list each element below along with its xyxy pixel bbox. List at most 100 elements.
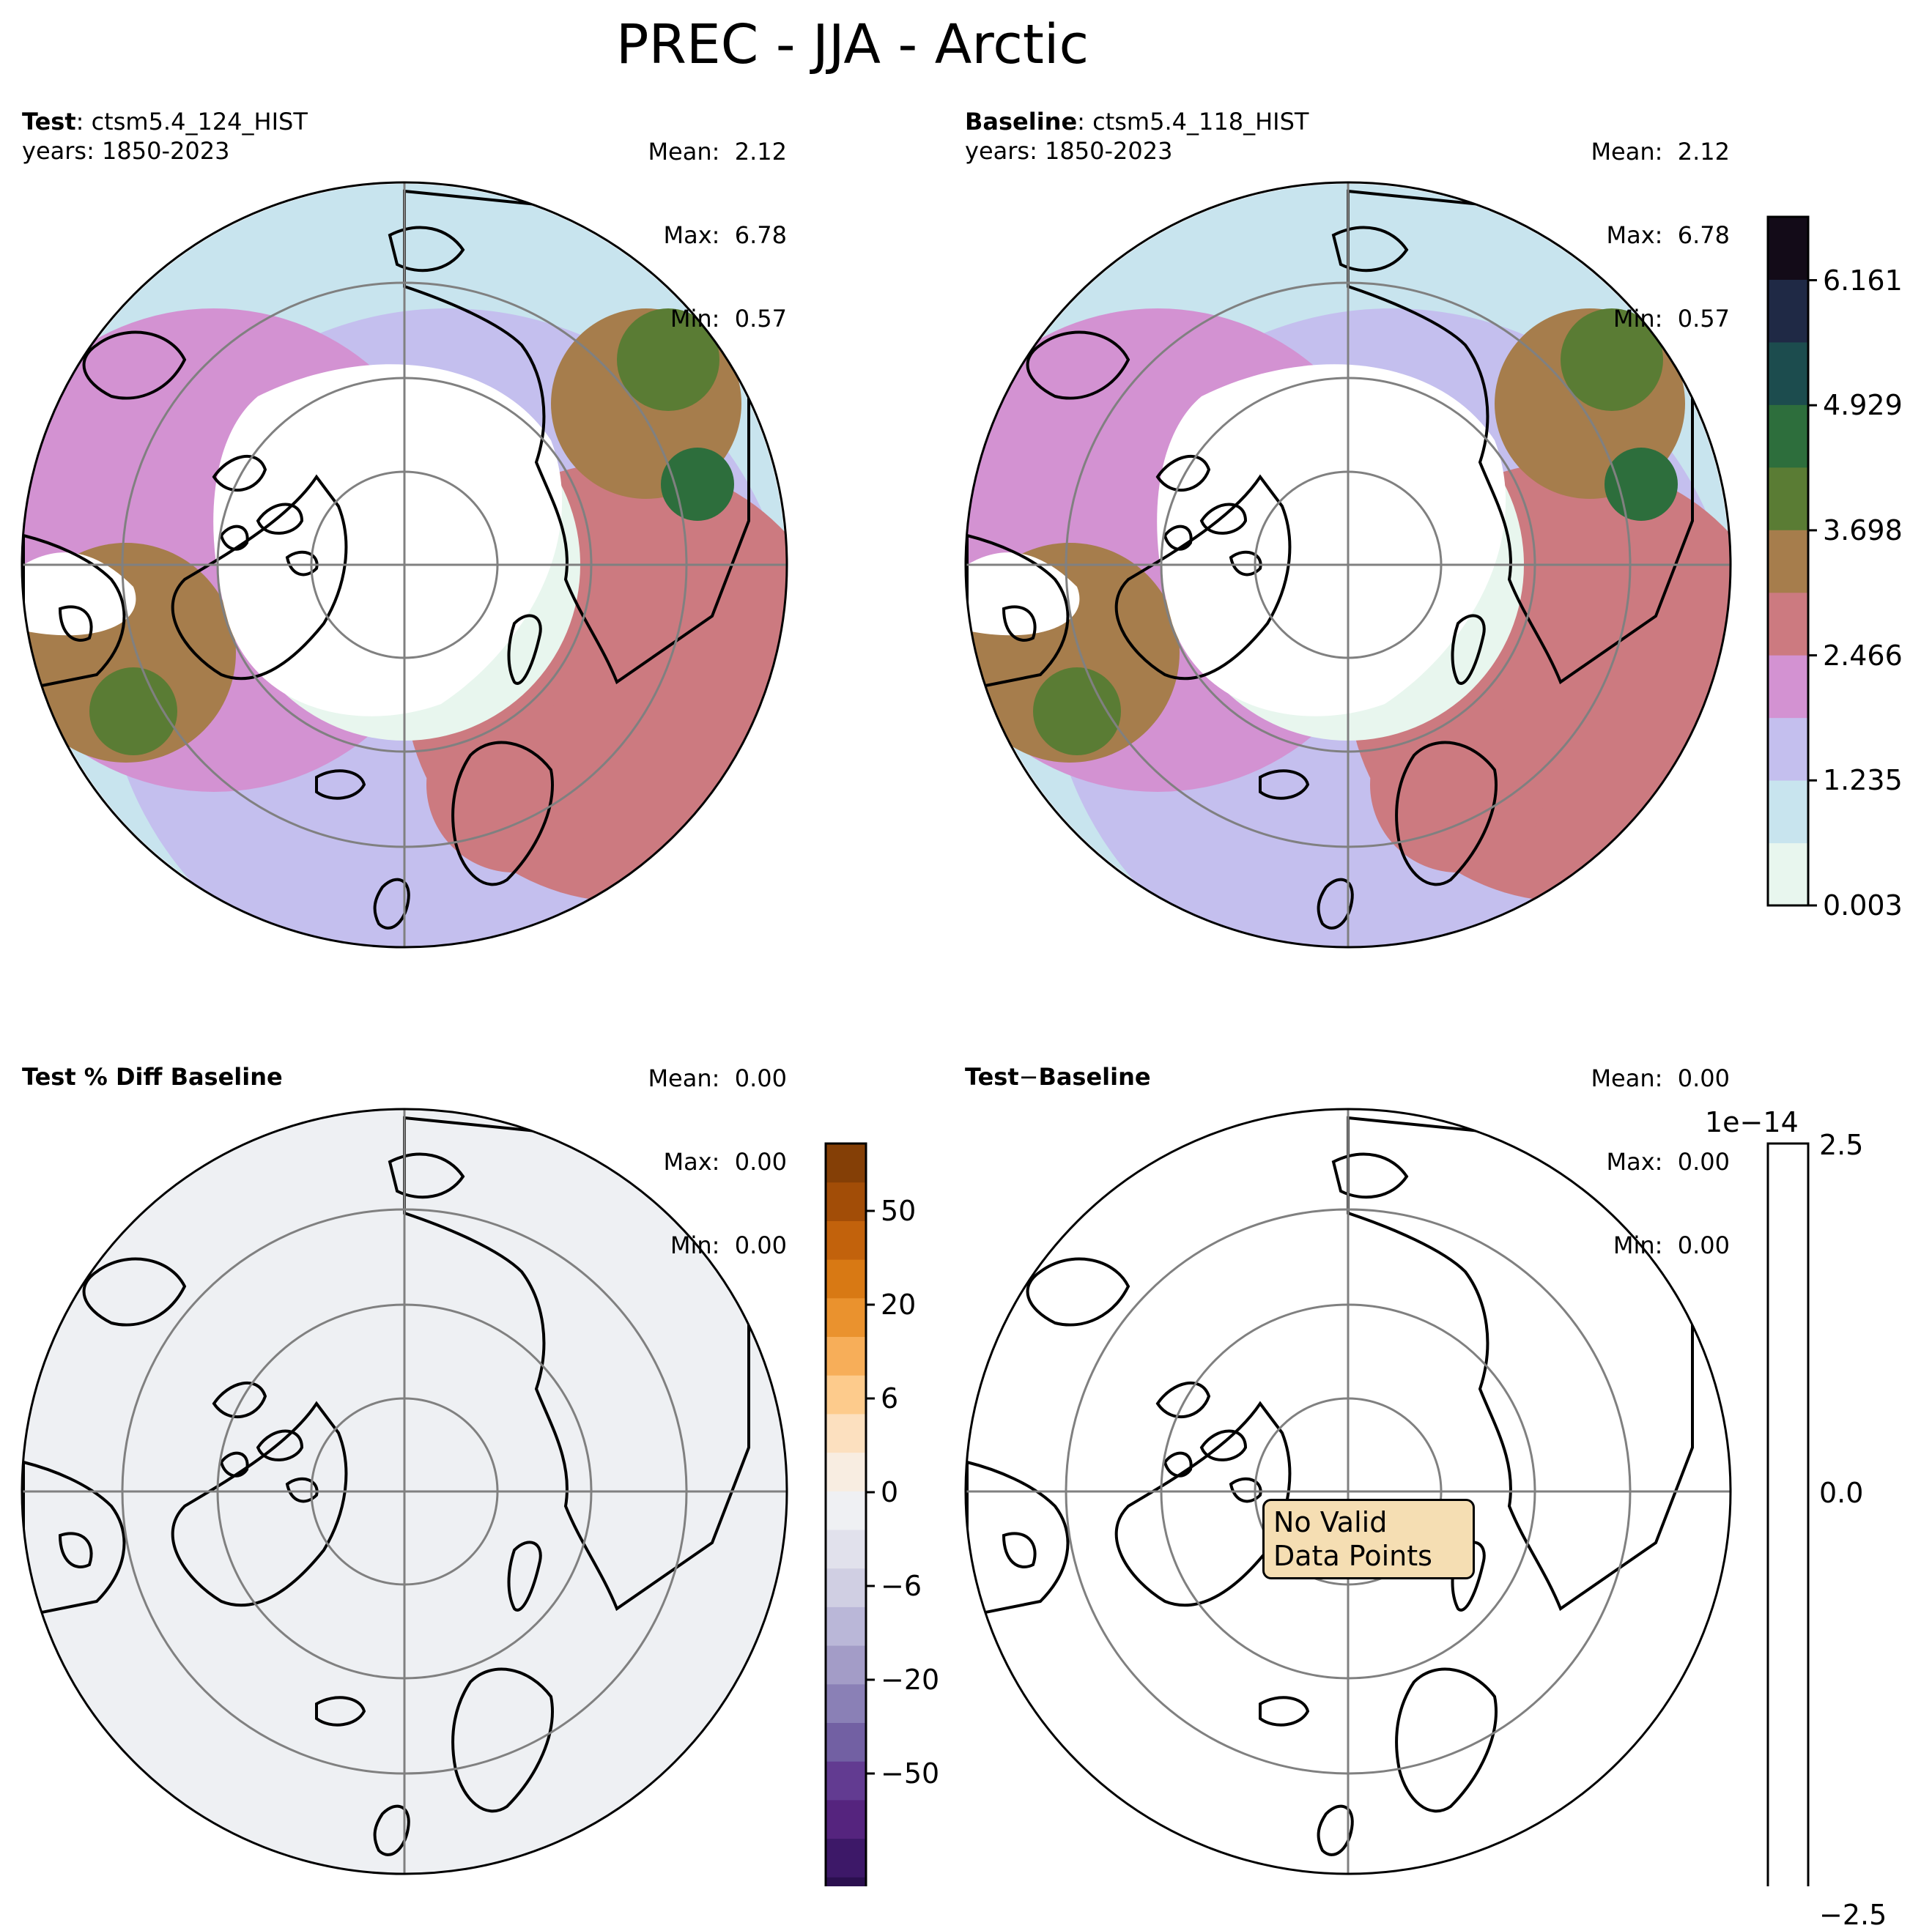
map-boundary bbox=[21, 1108, 788, 1875]
colorbar-band bbox=[1768, 279, 1808, 343]
stat-value: 2.12 bbox=[734, 138, 787, 166]
baseline-title-bold: Baseline bbox=[965, 108, 1078, 136]
pct-diff-panel-title: Test % Diff Baseline bbox=[22, 1062, 283, 1091]
colorbar-frame bbox=[1766, 215, 1810, 907]
abs-diff-panel-title: Test−Baseline bbox=[965, 1062, 1151, 1091]
colorbar-band bbox=[826, 1568, 866, 1607]
pct-diff-colorbar-tick-label: −50 bbox=[881, 1757, 940, 1790]
stat-value: 0.57 bbox=[1677, 305, 1730, 333]
colorbar-band bbox=[1768, 467, 1808, 530]
colorbar-band bbox=[826, 1683, 866, 1723]
pct-diff-colorbar-tick-label: −20 bbox=[881, 1664, 940, 1696]
stat-label: Max: bbox=[1606, 1148, 1663, 1176]
pct-diff-title-bold: Test % Diff Baseline bbox=[22, 1063, 283, 1091]
stat-value: 0.57 bbox=[734, 305, 787, 333]
colorbar-band bbox=[826, 1838, 866, 1878]
figure-canvas bbox=[21, 181, 1817, 1886]
test-title-bold: Test bbox=[22, 108, 76, 136]
colorbar-band bbox=[826, 1297, 866, 1337]
baseline-map-panel bbox=[966, 182, 1731, 947]
baseline-colorbar bbox=[1766, 215, 1817, 907]
colorbar-band bbox=[1768, 404, 1808, 468]
abs-diff-title-sep: − bbox=[1018, 1063, 1039, 1091]
annotation-line: Data Points bbox=[1273, 1540, 1432, 1572]
colorbar-band bbox=[826, 1799, 866, 1839]
baseline-stats: Mean: 2.12 Max: 6.78 Min: 0.57 bbox=[1544, 82, 1730, 360]
colorbar-band bbox=[826, 1259, 866, 1299]
baseline-title-case: ctsm5.4_118_HIST bbox=[1092, 108, 1309, 136]
precip-contour bbox=[661, 448, 734, 521]
abs-diff-stats: Mean: 0.00 Max: 0.00 Min: 0.00 bbox=[1544, 1009, 1730, 1287]
pct-diff-stats: Mean: 0.00 Max: 0.00 Min: 0.00 bbox=[601, 1009, 787, 1287]
stat-label: Min: bbox=[1613, 1231, 1663, 1259]
colorbar-band bbox=[1768, 717, 1808, 781]
arctic-ocean-mask bbox=[213, 364, 563, 716]
stat-value: 0.00 bbox=[1677, 1148, 1730, 1176]
map-boundary bbox=[964, 181, 1732, 949]
pct-diff-colorbar-tick-label: −6 bbox=[881, 1570, 922, 1602]
abs-diff-title-a: Test bbox=[965, 1063, 1019, 1091]
test-title-case: ctsm5.4_124_HIST bbox=[91, 108, 308, 136]
colorbar-band bbox=[826, 1761, 866, 1801]
colorbar-band bbox=[826, 1220, 866, 1260]
pct-diff-colorbar-tick-label: 20 bbox=[881, 1289, 917, 1321]
stat-label: Mean: bbox=[648, 1064, 720, 1092]
baseline-colorbar-tick-label: 6.161 bbox=[1823, 264, 1903, 297]
stat-value: 6.78 bbox=[734, 221, 787, 249]
baseline-colorbar-tick-label: 4.929 bbox=[1823, 389, 1903, 422]
colorbar-band bbox=[1768, 217, 1808, 280]
abs-diff-colorbar-tick-label: 2.5 bbox=[1819, 1129, 1864, 1161]
map-boundary bbox=[21, 181, 788, 949]
abs-diff-colorbar bbox=[1766, 1142, 1810, 1886]
stat-label: Mean: bbox=[1591, 138, 1663, 166]
test-years: years: 1850-2023 bbox=[22, 137, 230, 165]
precip-contour bbox=[89, 667, 177, 755]
colorbar-band bbox=[1768, 341, 1808, 405]
stat-label: Max: bbox=[663, 1148, 720, 1176]
colorbar-band bbox=[826, 1722, 866, 1762]
stat-value: 2.12 bbox=[1677, 138, 1730, 166]
baseline-colorbar-tick-label: 1.235 bbox=[1823, 764, 1903, 797]
colorbar-band bbox=[826, 1606, 866, 1646]
colorbar-band bbox=[1768, 655, 1808, 719]
stat-value: 0.00 bbox=[1677, 1064, 1730, 1092]
test-panel-title: Test: ctsm5.4_124_HIST years: 1850-2023 bbox=[22, 107, 308, 166]
colorbar-band bbox=[826, 1645, 866, 1685]
stat-label: Min: bbox=[670, 1231, 720, 1259]
colorbar-band bbox=[826, 1452, 866, 1491]
pct-diff-colorbar-tick-label: 0 bbox=[881, 1476, 899, 1508]
land-mask bbox=[23, 552, 136, 636]
colorbar-band bbox=[1768, 592, 1808, 656]
baseline-panel-title: Baseline: ctsm5.4_118_HIST years: 1850-2… bbox=[965, 107, 1309, 166]
pct-diff-colorbar bbox=[824, 1142, 875, 1886]
abs-diff-map-panel bbox=[966, 1109, 1731, 1874]
stat-label: Min: bbox=[670, 305, 720, 333]
baseline-colorbar-tick-label: 3.698 bbox=[1823, 514, 1903, 546]
pct-diff-colorbar-tick-label: 50 bbox=[881, 1195, 917, 1227]
precip-contour bbox=[617, 308, 719, 411]
figure-title: PREC - JJA - Arctic bbox=[615, 13, 1089, 76]
colorbar-band bbox=[826, 1336, 866, 1376]
baseline-colorbar-tick-label: 2.466 bbox=[1823, 639, 1903, 672]
map-boundary bbox=[964, 1108, 1732, 1875]
pct-diff-colorbar-tick-label: 6 bbox=[881, 1382, 899, 1415]
abs-diff-colorbar-tick-label: −2.5 bbox=[1819, 1899, 1887, 1931]
colorbar-band bbox=[1768, 780, 1808, 844]
stat-value: 6.78 bbox=[1677, 221, 1730, 249]
colorbar-band bbox=[1768, 530, 1808, 593]
colorbar-band bbox=[826, 1182, 866, 1221]
abs-diff-title-b: Baseline bbox=[1038, 1063, 1151, 1091]
stat-label: Mean: bbox=[1591, 1064, 1663, 1092]
colorbar-band bbox=[826, 1491, 866, 1530]
stat-value: 0.00 bbox=[734, 1148, 787, 1176]
colorbar-band bbox=[826, 1877, 866, 1886]
stat-value: 0.00 bbox=[734, 1064, 787, 1092]
stat-value: 0.00 bbox=[1677, 1231, 1730, 1259]
land-mask bbox=[967, 552, 1080, 636]
baseline-years: years: 1850-2023 bbox=[965, 137, 1173, 165]
arctic-ocean-mask bbox=[1157, 364, 1506, 716]
colorbar-band bbox=[826, 1530, 866, 1569]
abs-diff-colorbar-offset: 1e−14 bbox=[1705, 1106, 1799, 1138]
colorbar-band bbox=[826, 1413, 866, 1453]
colorbar-band bbox=[826, 1375, 866, 1415]
